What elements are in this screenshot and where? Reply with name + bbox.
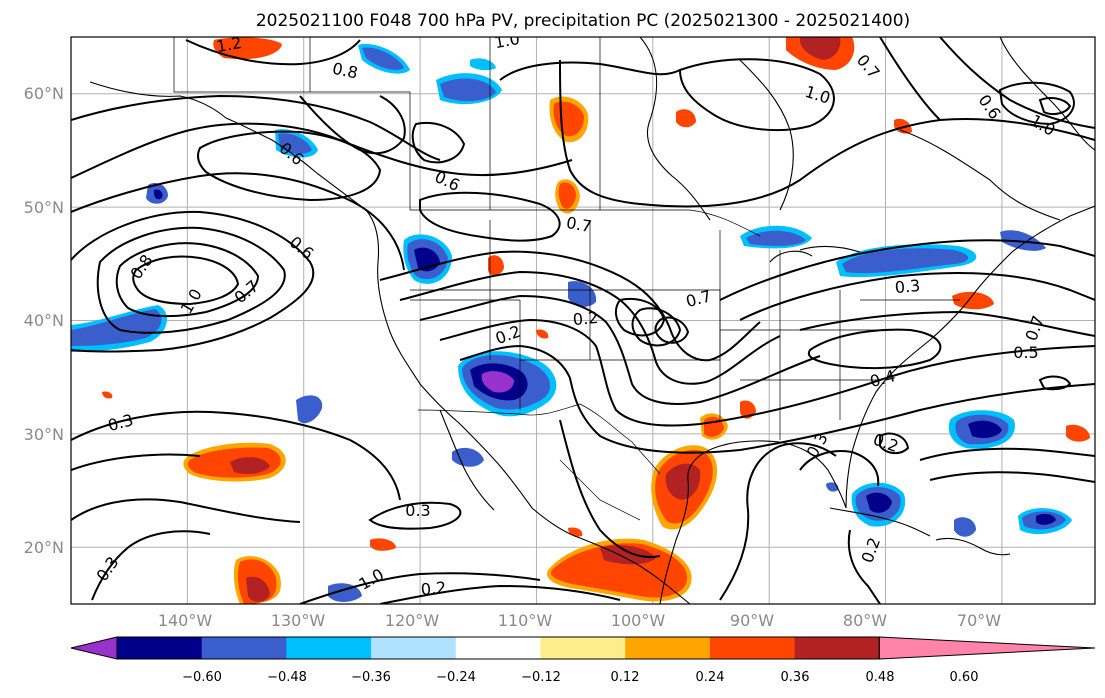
colorbar-tick-label: 0.12	[611, 670, 640, 685]
political-borders	[173, 37, 960, 521]
colorbar-tick-label: 0.48	[866, 670, 895, 685]
precip-positive-area	[952, 291, 994, 310]
precip-negative-area	[278, 133, 312, 154]
longitude-labels: 140°W 130°W 120°W 110°W 100°W 90°W 80°W …	[158, 611, 1001, 630]
precip-positive-area	[230, 457, 270, 474]
precip-negative-area	[954, 517, 976, 537]
lon-label: 100°W	[611, 611, 666, 630]
precip-positive-area	[246, 576, 270, 602]
colorbar-outline	[116, 636, 880, 660]
contour-label: 0.7	[565, 213, 593, 236]
contour-label: 1.2	[215, 33, 243, 56]
lat-label: 20°N	[24, 538, 64, 557]
precip-positive-area	[800, 37, 841, 60]
precip-positive-area	[102, 391, 113, 399]
precip-negative-area	[826, 482, 839, 492]
contour-label: 0.8	[331, 59, 360, 83]
precip-negative-area	[153, 189, 163, 200]
colorbar-tick-label: 0.60	[950, 670, 979, 685]
precip-negative-area	[968, 420, 1002, 438]
colorbar-extend-high	[878, 636, 1096, 660]
colorbar-swatch	[794, 637, 880, 659]
precip-positive-area	[488, 255, 504, 276]
graticule	[71, 37, 1095, 604]
figure-title: 2025021100 F048 700 hPa PV, precipitatio…	[256, 11, 910, 31]
colorbar-swatch	[371, 637, 457, 659]
lon-label: 130°W	[271, 611, 326, 630]
precip-negative-area	[568, 281, 597, 307]
colorbar-swatch	[540, 637, 626, 659]
colorbar-tick-label: −0.24	[436, 670, 476, 685]
precip-negative-area	[362, 47, 404, 70]
colorbar-tick-label: 0.24	[696, 670, 725, 685]
precip-positive-area	[894, 118, 912, 134]
precip-negative-area	[296, 395, 323, 424]
lat-label: 50°N	[24, 198, 64, 217]
colorbar-swatch	[625, 637, 711, 659]
pv-contours	[71, 37, 1095, 604]
precip-positive-area	[536, 329, 549, 339]
colorbar-tick-label: −0.60	[182, 670, 222, 685]
colorbar-tick-label: −0.48	[267, 670, 307, 685]
colorbar-swatch	[709, 637, 796, 659]
contour-label: 0.2	[420, 578, 447, 599]
contour-label: 1.0	[493, 29, 521, 52]
colorbar-extend-low	[70, 636, 118, 660]
colorbar-tick-labels: −0.60 −0.48 −0.36 −0.24 −0.12 0.12 0.24 …	[182, 670, 978, 685]
precip-positive-area	[370, 538, 396, 551]
colorbar-swatch	[286, 637, 372, 659]
contour-label: 0.2	[572, 308, 599, 329]
map-frame	[70, 36, 1096, 605]
precip-positive-area	[558, 182, 576, 209]
precip-negative-area	[866, 492, 892, 513]
colorbar-swatch	[455, 637, 541, 659]
precip-negative-area	[440, 78, 496, 102]
precip-positive-area	[600, 545, 656, 565]
colorbar: −0.60 −0.48 −0.36 −0.24 −0.12 0.12 0.24 …	[70, 636, 1096, 685]
precip-positive-area	[676, 109, 696, 128]
precip-negative-area	[452, 447, 484, 467]
precip-negative-area	[1000, 230, 1046, 251]
contour-label: 0.5	[1013, 343, 1038, 362]
precip-negative-area	[470, 58, 496, 71]
lat-label: 30°N	[24, 425, 64, 444]
colorbar-tick-label: −0.36	[351, 670, 391, 685]
lon-label: 80°W	[843, 611, 887, 630]
precip-negative-area	[1036, 513, 1056, 525]
contour-label: 0.3	[894, 276, 921, 297]
latitude-labels: 60°N 50°N 40°N 30°N 20°N	[24, 84, 64, 557]
precip-positive-area	[665, 463, 701, 500]
lon-label: 90°W	[730, 611, 774, 630]
colorbar-tick-label: −0.12	[521, 670, 561, 685]
precip-positive-area	[213, 37, 282, 60]
lon-label: 140°W	[158, 611, 213, 630]
lon-label: 110°W	[498, 611, 553, 630]
lat-label: 40°N	[24, 311, 64, 330]
precip-negative-area	[746, 230, 806, 246]
lon-label: 120°W	[385, 611, 440, 630]
map-panel: 1.2 1.0 0.8 1.0 0.7 1.0 0.6 0.6 0.6 0.8 …	[71, 29, 1095, 604]
colorbar-swatch	[201, 637, 287, 659]
colorbar-tick-label: 0.36	[781, 670, 810, 685]
lat-label: 60°N	[24, 84, 64, 103]
precip-positive-area	[1066, 424, 1090, 442]
lon-label: 70°W	[957, 611, 1001, 630]
precip-negative-area	[481, 371, 514, 393]
colorbar-swatch	[117, 637, 203, 659]
contour-label: 0.3	[405, 501, 430, 520]
precip-negative-area	[842, 248, 969, 274]
